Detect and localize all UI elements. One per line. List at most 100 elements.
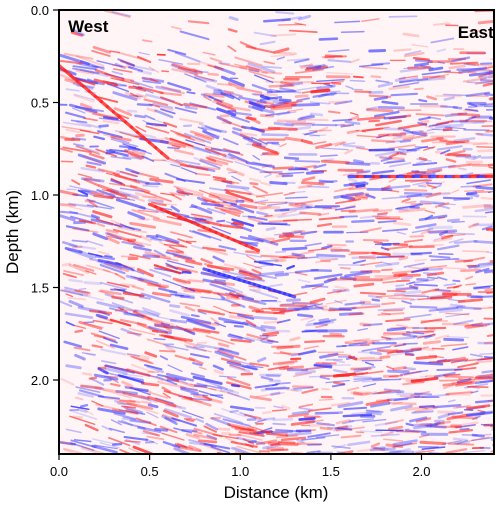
seismic-event — [198, 122, 223, 133]
seismic-event — [230, 94, 241, 101]
seismic-event — [195, 217, 222, 227]
seismic-event — [271, 383, 280, 387]
seismic-event — [291, 252, 306, 258]
seismic-event — [299, 118, 329, 122]
seismic-event — [322, 361, 331, 366]
seismic-event — [292, 302, 317, 305]
seismic-event — [191, 430, 203, 435]
seismic-event — [123, 435, 149, 441]
seismic-event — [180, 387, 199, 395]
seismic-event — [477, 376, 493, 380]
seismic-event — [93, 334, 106, 339]
seismic-event — [89, 309, 113, 315]
seismic-event — [231, 384, 241, 388]
seismic-event — [65, 88, 80, 92]
seismic-event — [262, 65, 283, 69]
seismic-event — [136, 103, 153, 107]
seismic-event — [417, 121, 428, 126]
seismic-event — [422, 347, 435, 352]
seismic-event — [139, 206, 165, 214]
seismic-event — [183, 395, 212, 407]
seismic-event — [276, 318, 291, 324]
seismic-event — [84, 199, 96, 203]
seismic-event — [347, 440, 371, 447]
seismic-event — [65, 364, 82, 370]
seismic-event — [155, 234, 180, 244]
seismic-event — [238, 431, 265, 437]
seismic-event — [114, 309, 124, 312]
seismic-event — [450, 58, 463, 64]
seismic-event — [419, 64, 434, 70]
seismic-event — [420, 191, 451, 198]
seismic-event — [95, 254, 115, 261]
seismic-event — [475, 267, 490, 274]
seismic-event — [342, 413, 373, 418]
seismic-event — [61, 288, 91, 297]
seismic-event — [121, 405, 137, 409]
seismic-event — [316, 222, 333, 228]
seismic-event — [334, 100, 353, 105]
seismic-event — [231, 130, 254, 141]
seismic-event — [190, 372, 206, 378]
seismic-event — [337, 427, 353, 431]
seismic-event — [372, 446, 386, 450]
seismic-event — [392, 221, 412, 227]
seismic-event — [473, 433, 492, 437]
seismic-event — [392, 401, 403, 405]
seismic-event — [221, 408, 247, 418]
seismic-event — [242, 438, 255, 445]
seismic-event — [228, 424, 252, 432]
seismic-event — [105, 235, 135, 243]
seismic-event — [201, 196, 216, 204]
seismic-event — [344, 120, 361, 125]
seismic-event — [131, 285, 145, 291]
seismic-event — [125, 167, 140, 175]
seismic-event — [70, 119, 88, 124]
seismic-event — [129, 184, 151, 194]
seismic-event — [148, 325, 172, 335]
seismic-event — [228, 16, 239, 22]
seismic-event — [184, 305, 196, 312]
seismic-event — [263, 60, 276, 65]
seismic-event — [61, 262, 72, 267]
seismic-event — [152, 217, 182, 227]
seismic-event — [407, 66, 432, 70]
seismic-event — [138, 51, 150, 56]
seismic-event — [392, 82, 420, 88]
seismic-event — [427, 276, 438, 280]
seismic-event — [193, 384, 208, 388]
seismic-event — [328, 100, 348, 104]
seismic-event — [192, 375, 223, 385]
seismic-event — [218, 245, 237, 251]
seismic-event — [252, 288, 261, 292]
seismic-event — [140, 190, 157, 196]
seismic-event — [149, 268, 172, 278]
seismic-event — [62, 121, 92, 128]
seismic-event — [426, 294, 447, 300]
seismic-event — [127, 211, 146, 220]
seismic-event — [141, 133, 157, 139]
seismic-event — [101, 360, 117, 365]
seismic-event — [74, 105, 104, 113]
seismic-event — [436, 145, 463, 151]
seismic-event — [224, 188, 252, 196]
seismic-event — [476, 146, 494, 149]
seismic-event — [97, 367, 109, 375]
seismic-event — [281, 174, 294, 178]
seismic-event — [375, 398, 392, 402]
seismic-event — [386, 159, 405, 163]
seismic-event — [410, 347, 423, 351]
seismic-event — [338, 311, 363, 316]
seismic-event — [341, 420, 355, 425]
seismic-event — [353, 377, 382, 381]
seismic-event — [176, 187, 185, 193]
seismic-event — [333, 186, 354, 193]
seismic-event — [223, 90, 234, 95]
seismic-event — [452, 437, 468, 442]
seismic-event — [416, 158, 432, 162]
seismic-event — [222, 283, 244, 294]
seismic-event — [479, 74, 494, 80]
seismic-event — [200, 258, 213, 265]
seismic-event — [124, 440, 141, 443]
seismic-event — [251, 83, 273, 93]
